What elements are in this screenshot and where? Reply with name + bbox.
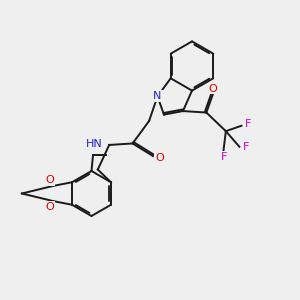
Text: F: F	[245, 119, 251, 129]
Text: O: O	[45, 175, 54, 185]
Text: N: N	[153, 92, 162, 101]
Text: HN: HN	[86, 140, 103, 149]
Text: O: O	[45, 202, 54, 212]
Text: O: O	[208, 84, 217, 94]
Text: F: F	[221, 152, 227, 162]
Text: O: O	[155, 153, 164, 163]
Text: F: F	[243, 142, 249, 152]
